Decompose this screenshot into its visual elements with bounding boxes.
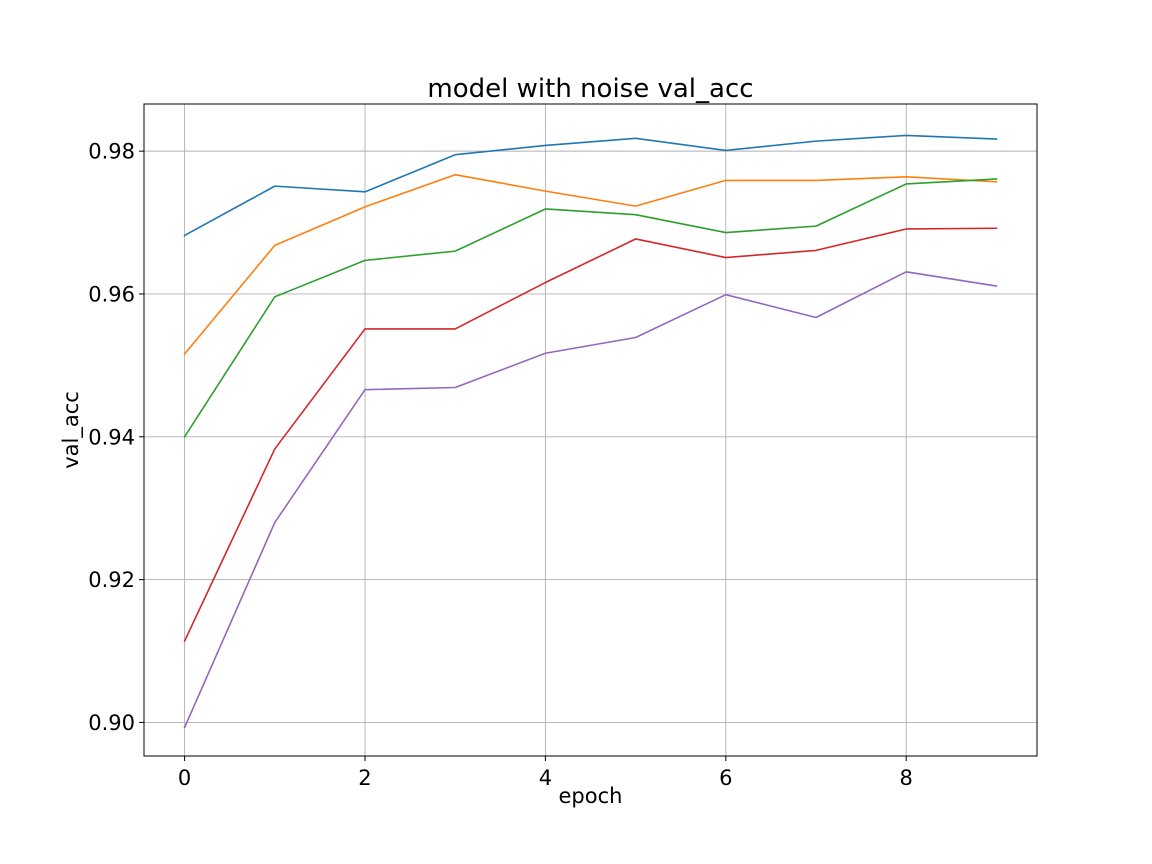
y-tick-label: 0.96 <box>88 282 135 306</box>
x-axis-label: epoch <box>559 784 623 808</box>
series-line-1 <box>183 134 998 237</box>
axis-ticks: 0 2 4 6 8 0.90 0.92 0.94 0.96 0.98 <box>88 140 913 790</box>
x-tick-label: 8 <box>900 766 913 790</box>
x-tick-label: 6 <box>719 766 732 790</box>
plot-area-frame <box>143 103 1038 757</box>
grid-lines <box>144 104 1037 756</box>
y-tick-label: 0.92 <box>88 568 135 592</box>
x-tick-label: 4 <box>539 766 552 790</box>
series-line-3 <box>183 178 998 438</box>
y-tick-label: 0.98 <box>88 140 135 164</box>
y-axis-label: val_acc <box>59 391 84 469</box>
chart-title: model with noise val_acc <box>427 74 753 104</box>
y-tick-label: 0.94 <box>88 425 135 449</box>
x-tick-label: 0 <box>178 766 191 790</box>
series-line-2 <box>183 173 998 356</box>
series-line-4 <box>183 227 998 643</box>
y-tick-label: 0.90 <box>88 711 135 735</box>
x-tick-label: 2 <box>358 766 371 790</box>
series-lines <box>183 134 998 729</box>
series-line-5 <box>183 271 998 729</box>
